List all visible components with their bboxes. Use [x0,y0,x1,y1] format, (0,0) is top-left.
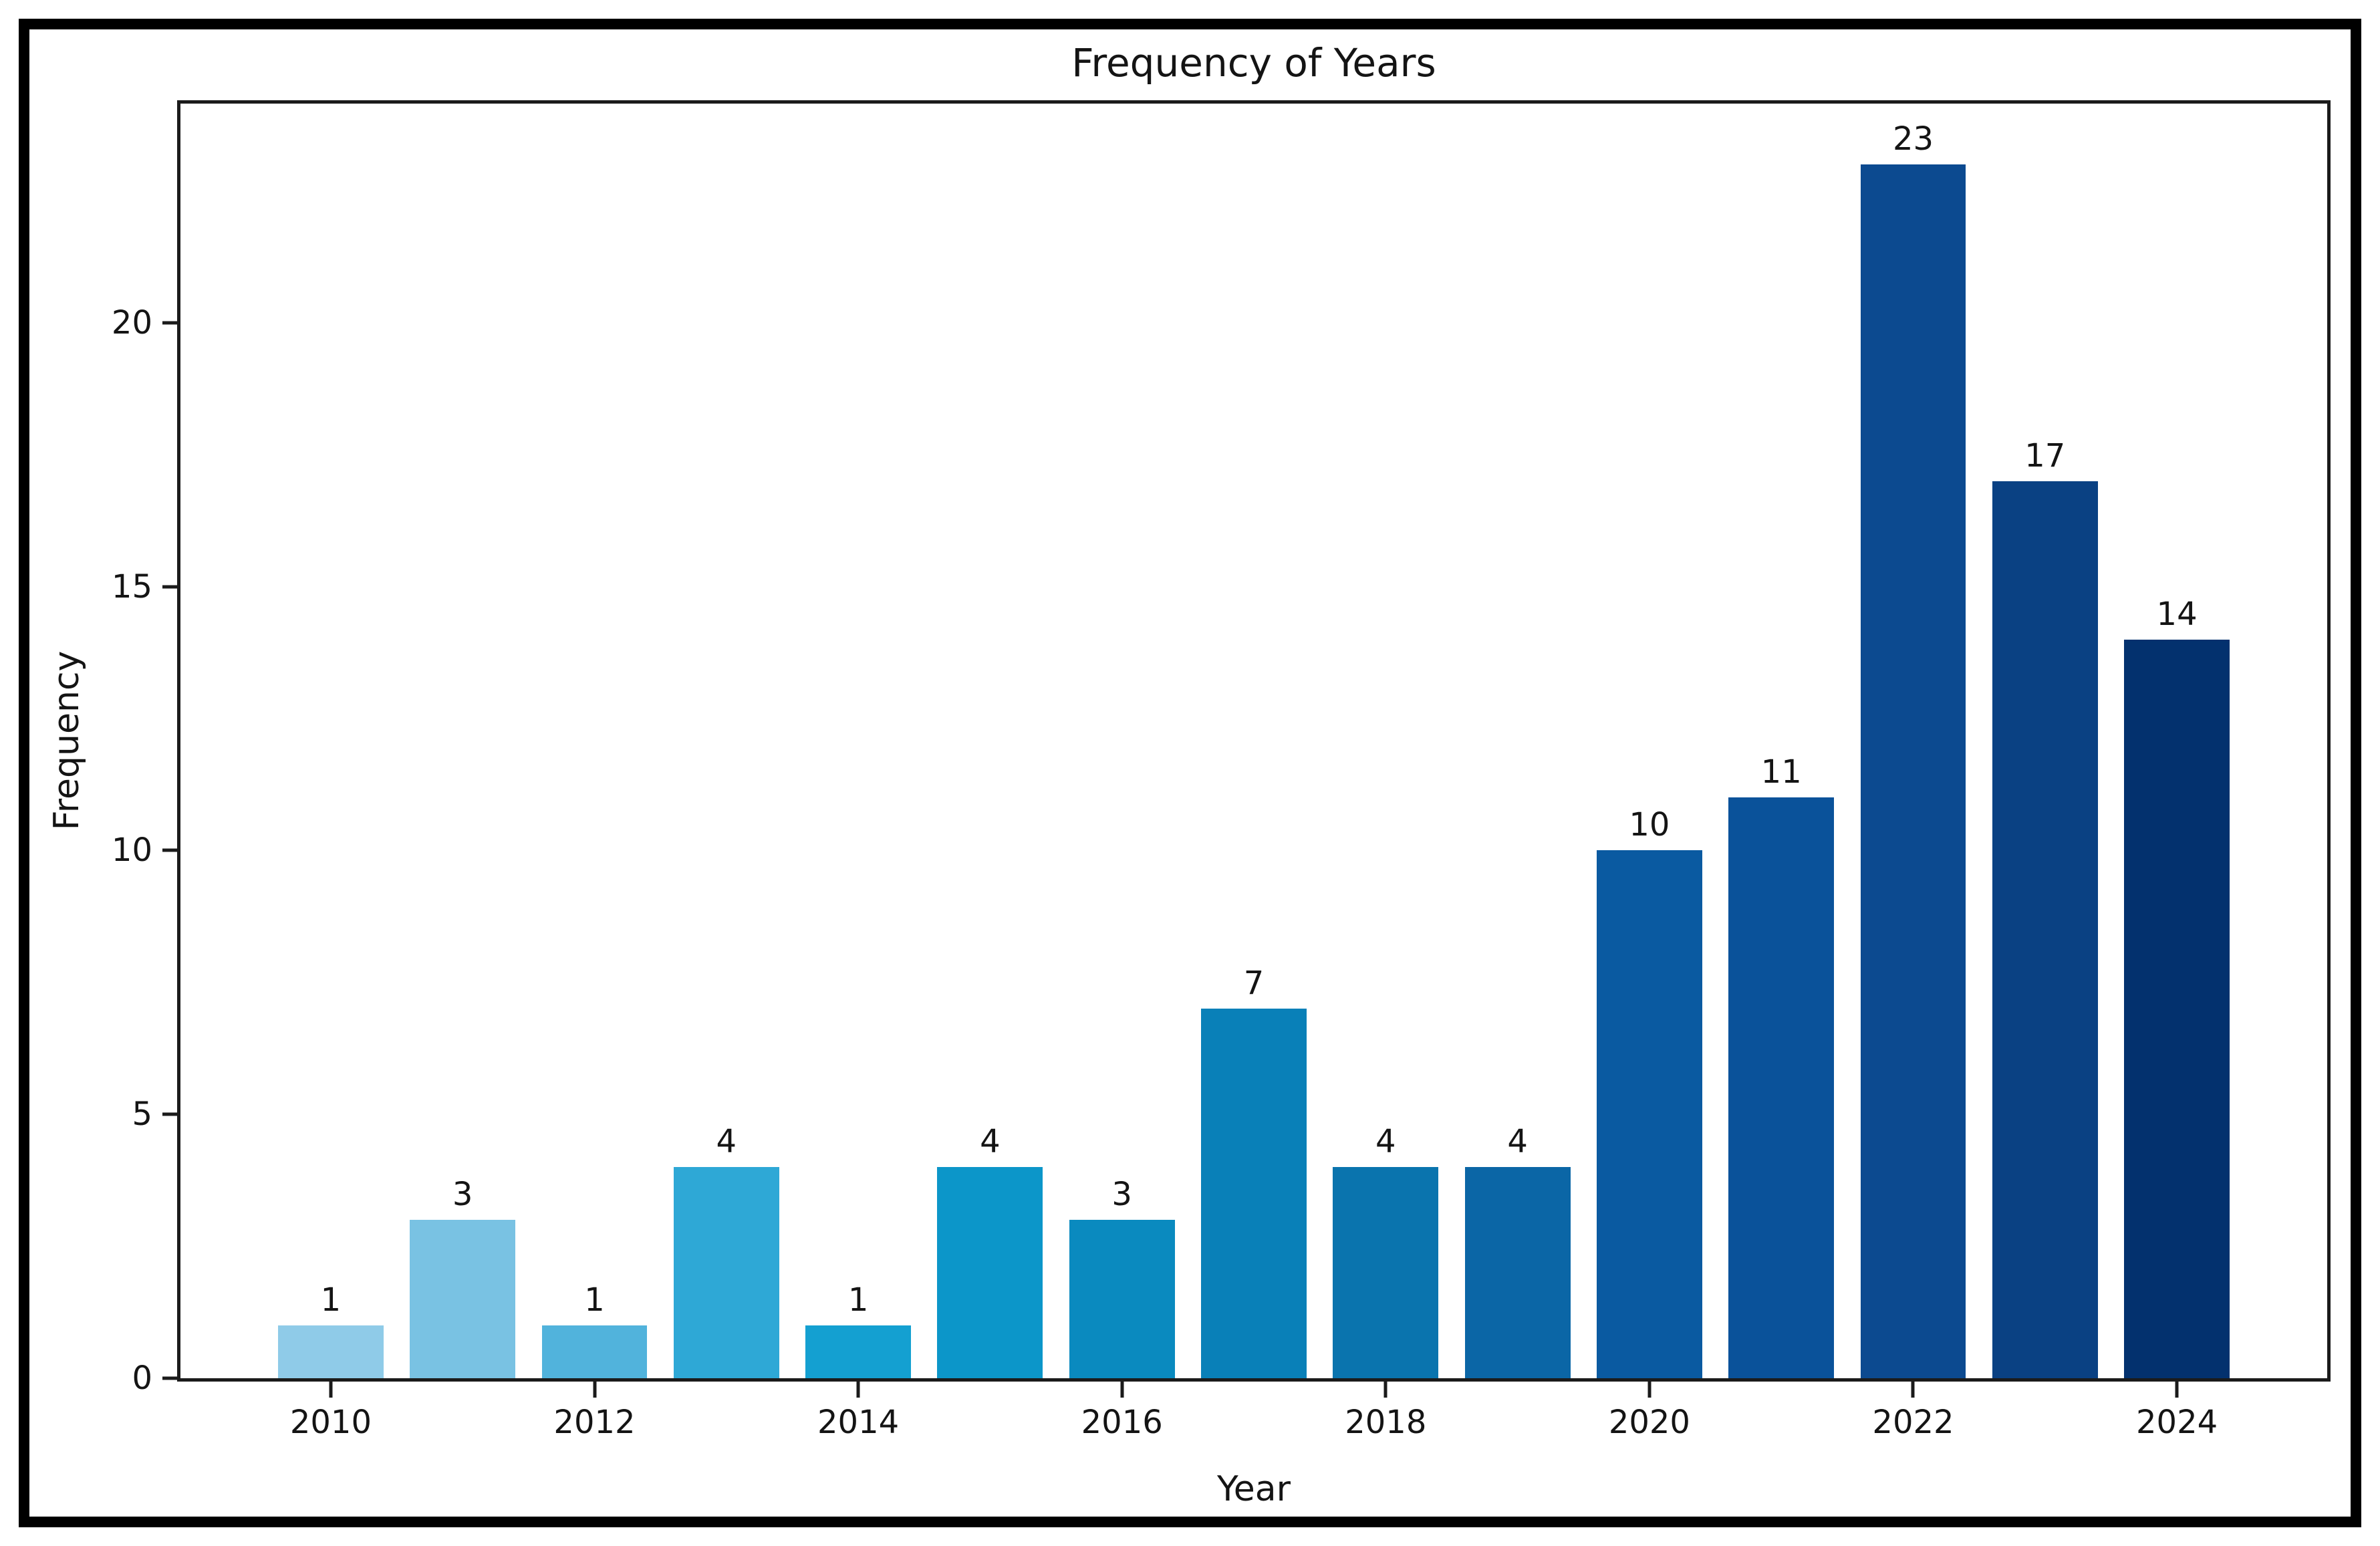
x-tick-label: 2014 [817,1404,900,1441]
x-tick [2175,1382,2179,1398]
y-tick [162,1112,177,1116]
bar-value-label: 10 [1629,806,1670,844]
x-tick-label: 2018 [1345,1404,1427,1441]
bar-value-label: 11 [1760,753,1802,791]
chart-title: Frequency of Years [1071,40,1436,86]
x-tick-label: 2012 [553,1404,636,1441]
bar-2017 [1201,1009,1307,1378]
bar-value-label: 3 [452,1176,473,1214]
bar-value-label: 14 [2156,595,2198,633]
bar-2010 [278,1325,384,1378]
bar-value-label: 4 [980,1123,1001,1161]
x-tick [1911,1382,1915,1398]
bar-2014 [805,1325,912,1378]
y-tick [162,585,177,589]
y-tick [162,321,177,325]
bar-2023 [1992,481,2098,1378]
x-tick-label: 2010 [289,1404,372,1441]
bar-value-label: 7 [1243,964,1265,1003]
bar-value-label: 23 [1892,120,1934,158]
x-tick [1120,1382,1124,1398]
bar-2011 [410,1220,516,1378]
x-axis-label: Year [1216,1469,1291,1509]
bar-2016 [1069,1220,1175,1378]
x-tick [593,1382,596,1398]
y-tick-label: 10 [111,831,152,870]
x-tick [856,1382,860,1398]
x-tick-label: 2022 [1872,1404,1954,1441]
x-tick-label: 2016 [1081,1404,1163,1441]
bar-value-label: 1 [320,1281,342,1319]
bar-2021 [1728,797,1835,1378]
bar-2018 [1333,1167,1439,1378]
x-tick-label: 2020 [1608,1404,1690,1441]
x-tick [1383,1382,1387,1398]
bar-2019 [1464,1167,1571,1378]
bar-value-label: 3 [1111,1176,1132,1214]
plot-area: 1 3 1 4 1 4 3 7 4 4 10 11 23 17 14 0 5 10 15 20 2010 2012 2014… [112,100,2331,1438]
bar-2012 [541,1325,648,1378]
x-tick-label: 2024 [2136,1404,2218,1441]
y-tick-label: 15 [111,567,152,606]
bar-value-label: 4 [716,1123,737,1161]
bar-2024 [2124,639,2230,1378]
bar-value-label: 17 [2024,436,2066,475]
bar-value-label: 4 [1375,1123,1396,1161]
x-tick [1647,1382,1651,1398]
bar-value-label: 1 [847,1281,869,1319]
bar-value-label: 4 [1507,1123,1528,1161]
y-tick-label: 20 [111,303,152,342]
bar-2022 [1860,164,1966,1378]
y-tick [162,848,177,852]
x-tick [329,1382,333,1398]
y-tick [162,1376,177,1380]
bar-2013 [673,1167,779,1378]
y-tick-label: 0 [132,1360,152,1397]
bar-2020 [1596,850,1702,1378]
bar-value-label: 1 [584,1281,605,1319]
y-tick-label: 5 [132,1096,152,1134]
y-axis-label: Frequency [47,650,87,831]
bar-2015 [937,1167,1043,1378]
